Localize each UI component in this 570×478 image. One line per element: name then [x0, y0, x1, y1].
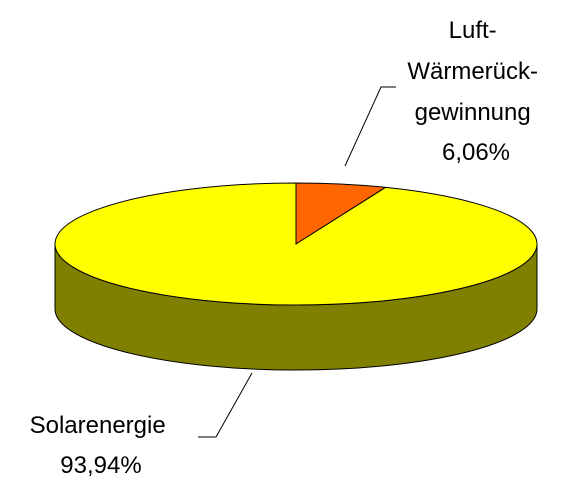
label-line: Luft-: [449, 17, 497, 44]
slice-label: Luft- Wärmerück- gewinnung 6,06%: [407, 17, 544, 166]
label-line: Wärmerück-: [407, 58, 538, 85]
slice-label: Solarenergie 93,94%: [30, 412, 173, 478]
label-line: gewinnung: [415, 99, 531, 126]
pie-slice: [54, 182, 538, 306]
value-label: 6,06%: [442, 139, 510, 166]
label-line: Solarenergie: [30, 412, 166, 439]
value-label: 93,94%: [60, 452, 141, 478]
leader-line: [344, 86, 396, 167]
leader-line: [198, 372, 253, 438]
pie: [54, 182, 538, 371]
